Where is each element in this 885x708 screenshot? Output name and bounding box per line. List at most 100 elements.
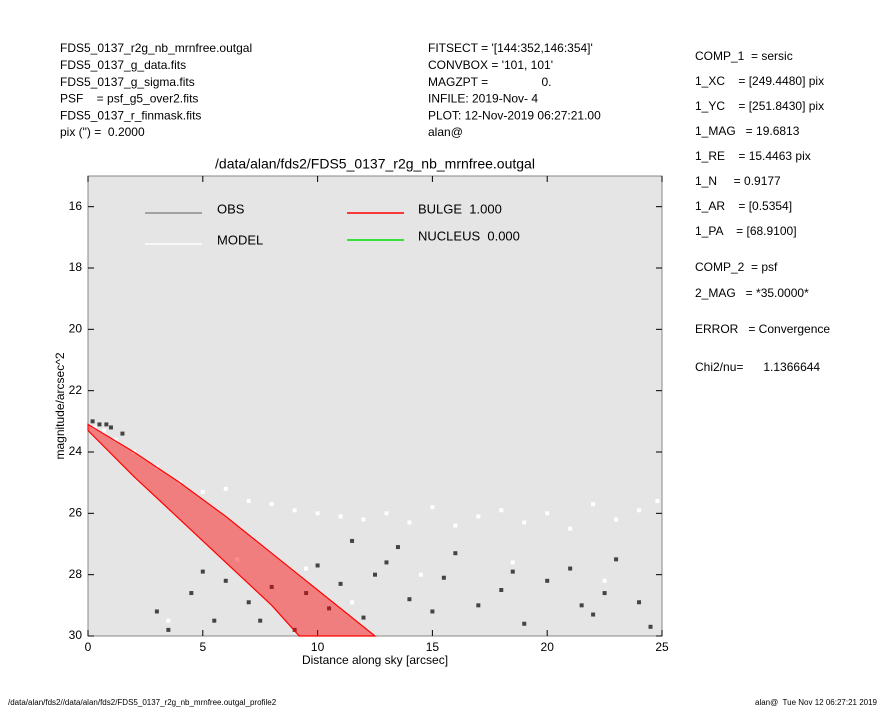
data-point (568, 566, 573, 571)
header-right-line: COMP_1 = sersic (695, 49, 793, 63)
x-tick-label: 15 (426, 640, 440, 654)
data-point (407, 520, 412, 525)
header-right-line: 1_AR = [0.5354] (695, 199, 792, 213)
data-point (97, 422, 102, 427)
x-tick-label: 0 (85, 640, 92, 654)
data-point (350, 538, 355, 543)
data-point (637, 600, 642, 605)
data-point (545, 578, 550, 583)
footer-path: /data/alan/fds2//data/alan/fds2/FDS5_013… (8, 698, 277, 707)
header-middle-line: INFILE: 2019-Nov- 4 (428, 92, 538, 106)
data-point (476, 514, 481, 519)
x-tick-label: 20 (541, 640, 555, 654)
x-tick-label: 5 (199, 640, 206, 654)
legend-label: MODEL (217, 232, 263, 247)
header-left-line: FDS5_0137_r_finmask.fits (60, 108, 201, 122)
data-point (499, 588, 504, 592)
data-point (292, 627, 297, 632)
chart-title: /data/alan/fds2/FDS5_0137_r2g_nb_mrnfree… (215, 156, 535, 172)
data-point (476, 603, 481, 608)
data-point (235, 557, 240, 562)
data-point (90, 419, 95, 424)
data-point (522, 520, 527, 525)
legend-label: OBS (217, 201, 245, 216)
header-middle-line: CONVBOX = '101, 101' (428, 58, 553, 72)
x-tick-label: 25 (655, 640, 669, 654)
data-point (269, 502, 274, 507)
footer-stamp: alan@ Tue Nov 12 06:27:21 2019 (755, 698, 878, 707)
data-point (384, 560, 389, 565)
data-point (223, 578, 228, 583)
data-point (373, 572, 377, 577)
data-point (292, 508, 297, 513)
y-tick-label: 28 (69, 567, 83, 581)
data-point (453, 551, 458, 556)
y-axis-label: magnitude/arcsec^2 (53, 352, 67, 459)
data-point (304, 566, 309, 571)
data-point (384, 511, 389, 516)
data-point (108, 425, 113, 430)
header-left-line: PSF = psf_g5_over2.fits (60, 92, 198, 106)
data-point (154, 609, 159, 614)
data-point (92, 425, 97, 430)
y-tick-label: 20 (69, 322, 83, 336)
data-point (648, 624, 653, 629)
data-point (315, 511, 320, 516)
y-tick-label: 22 (69, 383, 83, 397)
legend-label: BULGE 1.000 (418, 201, 502, 216)
header-left-line: pix (") = 0.2000 (60, 125, 145, 139)
header-middle-line: alan@ (428, 125, 463, 139)
data-point (223, 486, 228, 491)
header-right-line: 1_PA = [68.9100] (695, 224, 797, 238)
data-point (361, 615, 366, 620)
data-point (304, 591, 309, 596)
header-right-line: 1_MAG = 19.6813 (695, 124, 800, 138)
data-point (212, 618, 217, 623)
data-point (441, 575, 446, 580)
data-point (602, 578, 607, 583)
y-tick-label: 30 (69, 628, 83, 642)
data-point (522, 621, 527, 626)
data-point (510, 560, 515, 565)
header-right-line: Chi2/nu= 1.1366644 (695, 360, 820, 374)
data-point (637, 508, 642, 513)
data-point (568, 526, 573, 531)
data-point (246, 499, 251, 504)
data-point (166, 627, 171, 632)
data-point (113, 437, 118, 442)
header-right-line: 1_XC = [249.4480] pix (695, 74, 824, 88)
data-point (579, 603, 584, 608)
data-point (350, 600, 355, 605)
data-point (104, 422, 109, 427)
data-point (327, 606, 332, 611)
header-middle-line: FITSECT = '[144:352,146:354]' (428, 41, 593, 55)
legend-label: NUCLEUS 0.000 (418, 228, 520, 243)
data-point (102, 428, 107, 433)
data-point (258, 618, 263, 623)
data-point (614, 517, 619, 522)
data-point (591, 612, 596, 617)
data-point (591, 502, 596, 507)
header-left-line: FDS5_0137_g_data.fits (60, 58, 186, 72)
header-middle-line: PLOT: 12-Nov-2019 06:27:21.00 (428, 108, 601, 122)
plot-area (87, 175, 663, 637)
header-right-line: COMP_2 = psf (695, 260, 778, 274)
data-point (338, 514, 343, 519)
data-point (189, 591, 194, 596)
data-point (499, 508, 504, 513)
data-point (602, 591, 607, 596)
x-axis-label: Distance along sky [arcsec] (302, 653, 448, 667)
data-point (120, 431, 125, 436)
data-point (361, 517, 366, 522)
data-point (200, 489, 205, 494)
header-right-line: 1_N = 0.9177 (695, 174, 781, 188)
header-right-line: 1_YC = [251.8430] pix (695, 99, 824, 113)
header-left-line: FDS5_0137_g_sigma.fits (60, 75, 195, 89)
data-point (430, 505, 435, 510)
data-point (430, 609, 435, 614)
header-middle-line: MAGZPT = 0. (428, 75, 551, 89)
header-right-line: ERROR = Convergence (695, 322, 830, 336)
data-point (453, 523, 458, 528)
